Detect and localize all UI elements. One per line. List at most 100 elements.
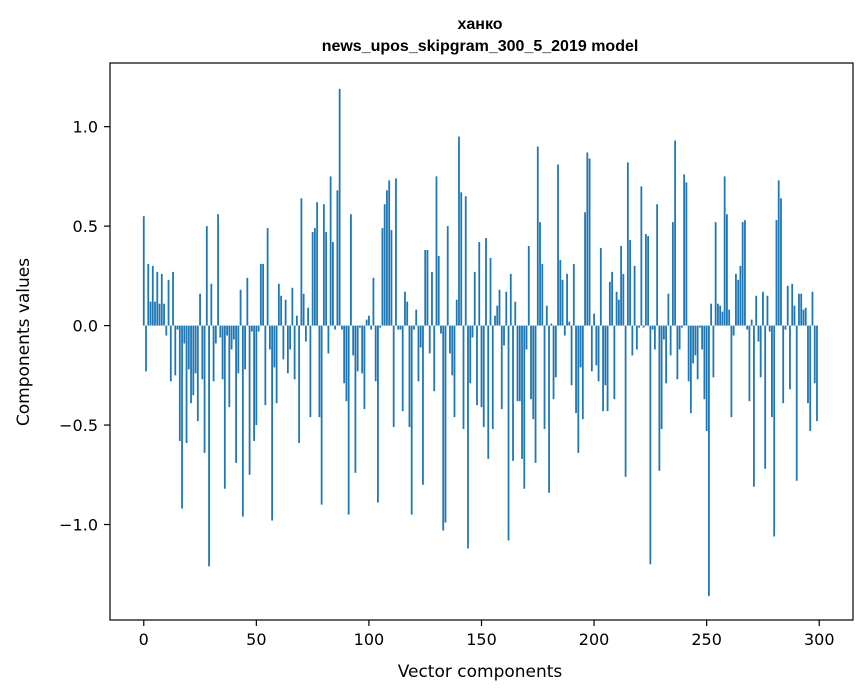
bar [440, 325, 442, 334]
bar [590, 325, 593, 372]
bar [750, 319, 753, 326]
bar [494, 315, 496, 326]
bar [653, 325, 656, 350]
bar [363, 325, 366, 410]
bar [435, 176, 438, 326]
bar [516, 325, 519, 402]
bar [300, 198, 303, 326]
bar [563, 325, 566, 336]
bar [597, 325, 600, 382]
bar [608, 281, 611, 326]
bar [816, 325, 818, 422]
bar [399, 325, 402, 330]
bar [599, 248, 602, 326]
bar [723, 176, 726, 326]
bar [237, 325, 240, 374]
bar [658, 325, 661, 471]
bar [154, 301, 156, 326]
bar [194, 325, 197, 374]
bar [487, 325, 490, 459]
x-axis-label: Vector components [398, 662, 563, 682]
bar [142, 216, 145, 326]
bar [800, 293, 803, 326]
bar [336, 190, 339, 326]
bar [437, 255, 440, 326]
bar [624, 325, 627, 477]
bar [284, 299, 287, 326]
bar [530, 325, 532, 400]
bar [638, 325, 641, 328]
bar [478, 242, 481, 326]
bar [309, 325, 312, 418]
y-tick-label: 1.0 [73, 118, 98, 137]
bar [338, 88, 341, 326]
bar [352, 325, 355, 356]
bar [602, 325, 604, 412]
bar [228, 325, 231, 408]
bar [656, 204, 659, 326]
bar [611, 271, 613, 326]
bar [606, 325, 609, 412]
bar [737, 279, 740, 326]
bar [491, 325, 494, 430]
bar [341, 325, 343, 330]
bar [766, 295, 769, 326]
bar [322, 204, 325, 326]
bar [714, 222, 717, 326]
bar [613, 325, 616, 400]
bar [379, 325, 382, 328]
bar [313, 228, 316, 326]
bar [593, 313, 595, 326]
y-tick-label: −0.5 [59, 416, 98, 435]
bar [509, 273, 512, 326]
bar [505, 291, 508, 326]
bar [145, 325, 147, 372]
bar [298, 325, 301, 443]
bar [217, 214, 219, 326]
bar [699, 325, 701, 328]
bar [464, 196, 467, 326]
bar [678, 325, 681, 350]
bar [753, 325, 755, 487]
bar [451, 325, 454, 376]
bar [365, 319, 368, 326]
x-tick-label: 300 [804, 630, 835, 649]
x-tick-label: 100 [354, 630, 385, 649]
bar [660, 325, 663, 430]
bar [480, 325, 483, 408]
bar [244, 325, 246, 370]
bar [455, 299, 458, 326]
bar [473, 271, 476, 326]
bar [791, 283, 794, 326]
bar [539, 222, 541, 326]
bar [667, 293, 670, 326]
bar [759, 325, 762, 378]
bar [232, 325, 235, 340]
bar [548, 325, 550, 493]
bar [377, 325, 379, 503]
bar [401, 325, 404, 412]
bar [795, 325, 798, 481]
bar [692, 325, 695, 364]
bar [442, 325, 445, 531]
bar [665, 325, 668, 384]
bar [286, 325, 289, 374]
bar [271, 325, 274, 521]
bar [532, 325, 535, 420]
bar [786, 285, 789, 326]
bar [811, 291, 814, 326]
bar [710, 303, 713, 326]
bar [521, 325, 523, 459]
bar [156, 271, 159, 326]
bar [813, 325, 816, 384]
bar [462, 325, 465, 430]
bar [325, 232, 328, 326]
bar [404, 291, 406, 326]
bar [735, 273, 737, 326]
bar [354, 325, 357, 473]
bar [604, 325, 607, 386]
bar [192, 325, 195, 396]
bar [212, 325, 215, 382]
bar [460, 192, 463, 326]
bar [230, 325, 233, 350]
